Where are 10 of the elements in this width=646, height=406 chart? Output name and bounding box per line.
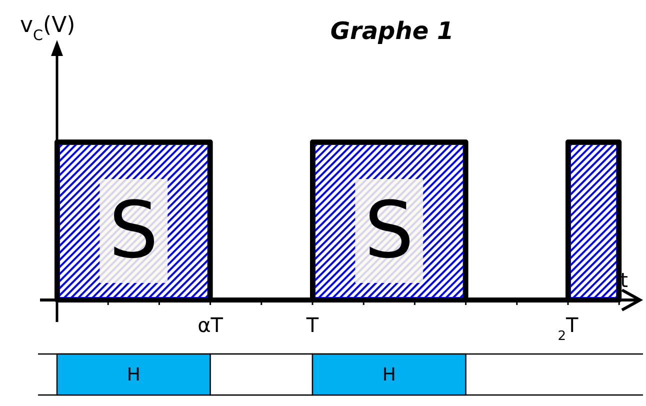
chart-title: Graphe 1	[330, 17, 454, 45]
annotation: S	[108, 186, 158, 276]
x-tick-label: αT	[198, 313, 224, 337]
x-axis-title: t	[620, 268, 628, 292]
x-tick-label: T	[305, 313, 320, 337]
y-axis-title: v$_{C}$(V)	[20, 13, 76, 44]
x-tick-label: $_{2}$T	[558, 313, 580, 344]
series-label: H	[126, 364, 140, 385]
series-label: H	[382, 364, 396, 385]
annotation: S	[364, 186, 414, 276]
